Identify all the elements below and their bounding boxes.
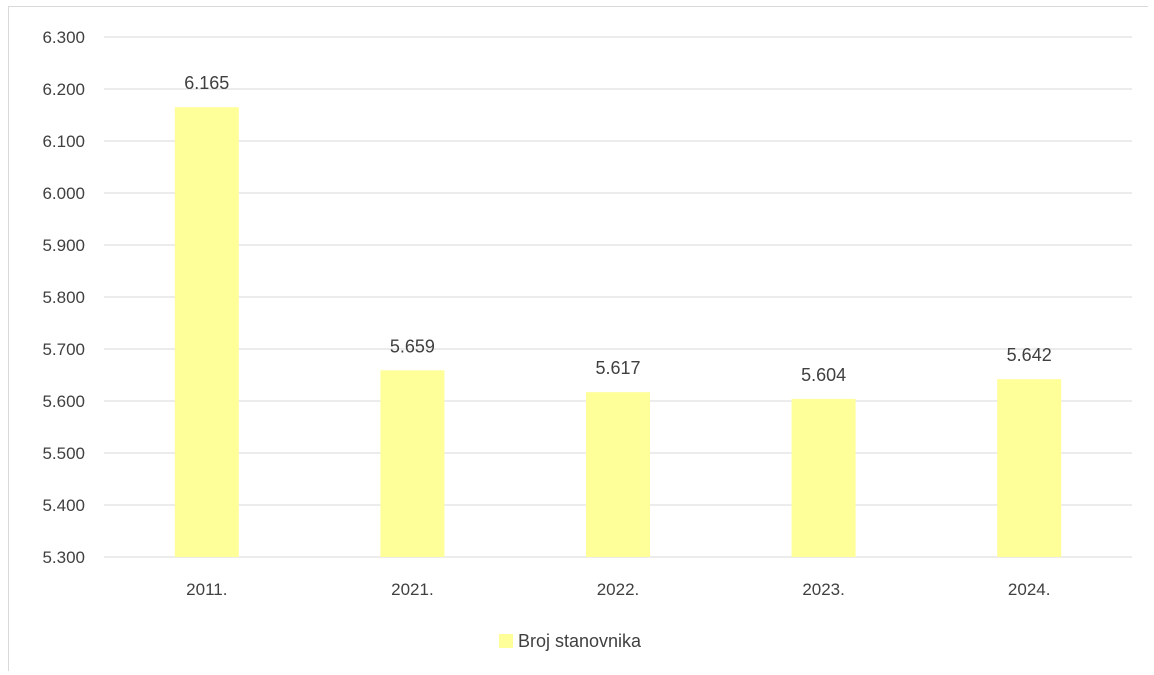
data-label: 6.165 <box>184 73 229 93</box>
y-tick-label: 6.100 <box>42 132 85 151</box>
y-tick-label: 5.600 <box>42 392 85 411</box>
y-tick-label: 6.200 <box>42 80 85 99</box>
x-axis-tick-labels: 2011. 2021. 2022. 2023. 2024. <box>186 580 1050 599</box>
bar <box>791 398 856 557</box>
y-tick-label: 6.300 <box>42 28 85 47</box>
x-tick-label: 2024. <box>1008 580 1051 599</box>
bars <box>174 107 1062 557</box>
data-label: 5.617 <box>595 358 640 378</box>
x-tick-label: 2011. <box>186 580 227 599</box>
bar <box>997 379 1062 557</box>
y-axis-tick-labels: 5.300 5.400 5.500 5.600 5.700 5.800 5.900 6.000… <box>42 28 85 567</box>
bar <box>380 370 445 557</box>
y-tick-label: 6.000 <box>42 184 85 203</box>
data-label: 5.642 <box>1007 345 1052 365</box>
legend-swatch <box>499 634 513 648</box>
legend: Broj stanovnika <box>499 631 642 651</box>
y-tick-label: 5.700 <box>42 340 85 359</box>
y-tick-label: 5.900 <box>42 236 85 255</box>
data-label: 5.604 <box>801 365 846 385</box>
chart-frame <box>8 6 1148 671</box>
y-tick-label: 5.300 <box>42 548 85 567</box>
x-tick-label: 2021. <box>391 580 434 599</box>
y-tick-label: 5.800 <box>42 288 85 307</box>
bar <box>174 107 239 557</box>
bar <box>586 392 650 557</box>
y-tick-label: 5.500 <box>42 444 85 463</box>
x-tick-label: 2022. <box>597 580 640 599</box>
legend-label: Broj stanovnika <box>518 631 642 651</box>
data-labels: 6.165 5.659 5.617 5.604 5.642 <box>184 73 1051 385</box>
x-tick-label: 2023. <box>802 580 845 599</box>
y-tick-label: 5.400 <box>42 496 85 515</box>
data-label: 5.659 <box>390 336 435 356</box>
